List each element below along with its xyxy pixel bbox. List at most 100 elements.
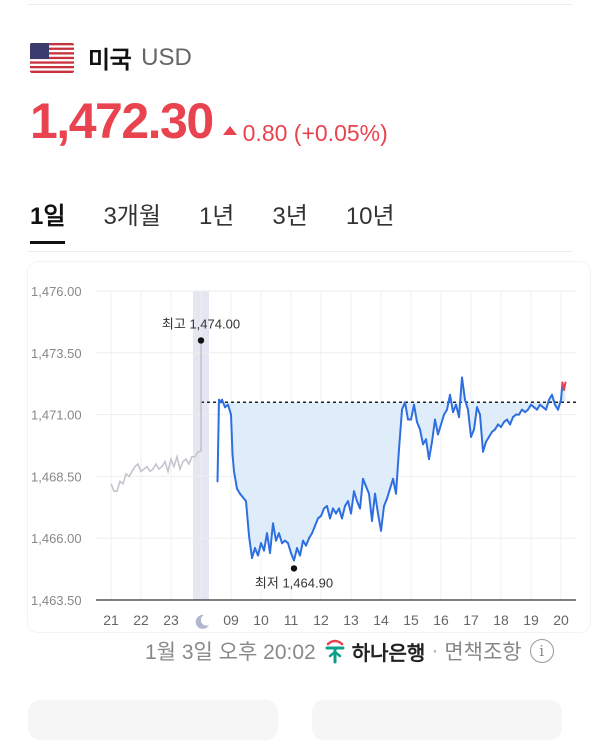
series-today-segment [380,505,385,532]
series-today-segment [449,393,454,414]
series-today-segment [248,534,253,559]
series-today-segment [482,440,487,453]
series-today-segment [293,547,298,562]
chart-footer: 1월 3일 오후 20:02 하나은행 · 면책조항 i [145,636,554,666]
area-fill [217,377,566,561]
price-change-value: 0.80 (+0.05%) [242,120,388,146]
series-today-segment [353,490,358,503]
series-today-segment [470,428,475,438]
tab-1year[interactable]: 1년 [198,203,235,230]
y-tick-label: 1,471.00 [31,408,82,423]
x-tick-label: 09 [223,612,239,628]
tab-3months[interactable]: 3개월 [103,203,161,230]
update-timestamp: 1월 3일 오후 20:02 [145,641,316,664]
x-tick-label: 11 [284,612,299,628]
disclaimer-link[interactable]: 면책조항 [444,641,522,664]
x-tick-label: 17 [463,612,479,628]
series-today-segment [383,497,388,508]
high-label: 최고 1,474.00 [162,316,240,331]
tabs-divider [28,251,572,252]
y-tick-label: 1,468.50 [31,469,82,484]
series-today-segment [269,522,274,555]
series-today-segment [479,413,484,453]
series-today-segment [311,524,316,535]
bank-name: 하나은행 [351,642,426,665]
x-tick-label: 19 [523,612,539,628]
hana-bank-logo-icon [325,639,345,664]
high-marker [197,337,205,344]
series-today-segment [473,406,478,431]
series-today-segment [320,507,325,517]
series-today-segment [362,477,367,488]
series-today-segment [428,440,433,461]
x-tick-label: 14 [373,612,389,628]
series-today-segment [314,517,319,527]
current-price: 1,472.30 [30,93,214,149]
series-today-segment [216,398,220,483]
series-today-segment [350,490,355,515]
series-today-segment [413,403,418,424]
series-today-segment [545,398,550,411]
x-tick-label: 22 [133,612,149,628]
x-tick-label: 23 [163,612,179,628]
currency-code: USD [141,43,192,71]
us-flag-icon [30,42,74,73]
series-today-segment [476,406,481,416]
series-today-segment [464,398,469,411]
series-today-segment [404,401,409,421]
series-today-segment [257,542,262,557]
tab-3years[interactable]: 3년 [272,203,308,230]
series-today-segment [251,547,256,559]
series-today-segment [359,477,364,510]
bottom-card-left [28,700,278,740]
series-today-segment [278,532,283,545]
top-divider [28,4,572,5]
x-tick-label: 16 [433,612,449,628]
y-tick-label: 1,476.00 [31,284,82,299]
footer-separator: · [431,639,439,662]
y-tick-label: 1,466.00 [31,531,82,546]
low-label: 최저 1,464.90 [255,575,333,590]
series-today-segment [227,403,232,416]
tab-10years[interactable]: 10년 [345,203,395,230]
series-today-segment [231,453,235,473]
price-change: 0.80 (+0.05%) [222,120,388,147]
series-today-segment [329,507,334,520]
series-today-segment [551,393,556,406]
moon-icon [195,614,209,629]
x-tick-label: 12 [313,612,329,628]
triangle-up-icon [222,126,237,135]
series-today-segment [245,500,250,537]
series-today-segment [299,539,304,557]
series-today-segment [509,416,514,426]
period-tabs: 1일 3개월 1년 3년 10년 [30,196,433,244]
exchange-rate-chart[interactable]: 1,476.00 1,473.50 1,471.00 1,468.50 1,466.00… [28,262,590,632]
series-today-segment [425,438,430,461]
series-today-segment [416,421,421,431]
series-today-segment [287,542,292,555]
series-today-segment [395,448,400,495]
series-today-segment [341,505,346,520]
series-today-segment [221,398,226,409]
series-today-segment [467,408,472,438]
x-tick-label: 10 [253,612,269,628]
x-tick-label: 13 [343,612,359,628]
series-today-segment [272,522,277,542]
series-today-segment [386,487,391,500]
info-icon[interactable]: i [529,639,554,663]
chart-card[interactable]: 1,476.00 1,473.50 1,471.00 1,468.50 1,466.00… [28,262,590,632]
series-today-segment [563,381,567,391]
series-today-segment [374,492,379,515]
series-today-segment [557,398,562,411]
series-today-segment [458,376,463,419]
series-today-segment [233,470,238,490]
x-tick-label: 20 [553,612,569,628]
y-tick-label: 1,473.50 [31,346,82,361]
series-today-segment [437,423,442,436]
tab-1day[interactable]: 1일 [30,196,66,244]
series-previous-line [110,450,201,493]
series-today-segment [431,418,436,443]
low-marker [290,565,298,572]
price-row: 1,472.30 0.80 (+0.05%) [30,92,388,150]
series-today-segment [440,413,445,426]
